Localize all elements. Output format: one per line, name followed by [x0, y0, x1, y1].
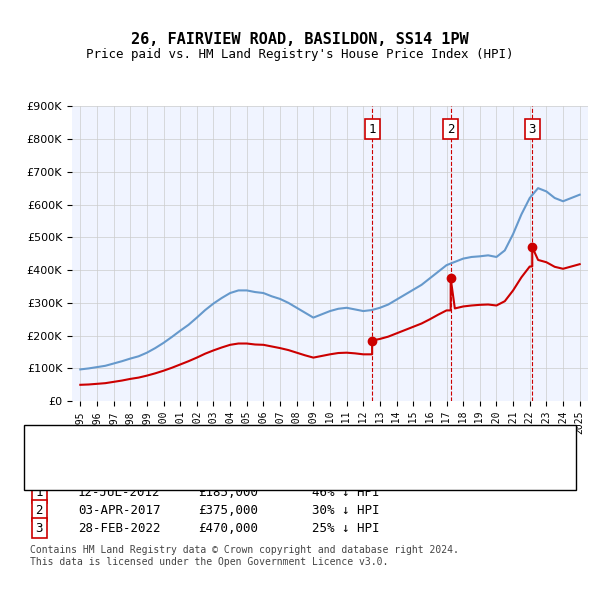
Text: 2: 2: [447, 123, 454, 136]
Text: 1: 1: [35, 486, 43, 499]
Text: 3: 3: [35, 522, 43, 535]
Text: £470,000: £470,000: [198, 522, 258, 535]
Text: 3: 3: [529, 123, 536, 136]
Text: 28-FEB-2022: 28-FEB-2022: [78, 522, 161, 535]
Text: ─────: ─────: [48, 434, 90, 448]
Text: 1: 1: [368, 123, 376, 136]
Text: 25% ↓ HPI: 25% ↓ HPI: [312, 522, 380, 535]
Text: 30% ↓ HPI: 30% ↓ HPI: [312, 504, 380, 517]
Text: 2: 2: [35, 504, 43, 517]
Text: Contains HM Land Registry data © Crown copyright and database right 2024.: Contains HM Land Registry data © Crown c…: [30, 545, 459, 555]
Text: This data is licensed under the Open Government Licence v3.0.: This data is licensed under the Open Gov…: [30, 557, 388, 566]
Text: 46% ↓ HPI: 46% ↓ HPI: [312, 486, 380, 499]
Text: £375,000: £375,000: [198, 504, 258, 517]
Text: ─────: ─────: [48, 450, 90, 464]
Text: 12-JUL-2012: 12-JUL-2012: [78, 486, 161, 499]
Text: £185,000: £185,000: [198, 486, 258, 499]
Text: 26, FAIRVIEW ROAD, BASILDON, SS14 1PW (detached house): 26, FAIRVIEW ROAD, BASILDON, SS14 1PW (d…: [102, 437, 467, 446]
Text: Price paid vs. HM Land Registry's House Price Index (HPI): Price paid vs. HM Land Registry's House …: [86, 48, 514, 61]
Text: HPI: Average price, detached house, Basildon: HPI: Average price, detached house, Basi…: [102, 453, 399, 462]
Text: 03-APR-2017: 03-APR-2017: [78, 504, 161, 517]
Text: 26, FAIRVIEW ROAD, BASILDON, SS14 1PW: 26, FAIRVIEW ROAD, BASILDON, SS14 1PW: [131, 32, 469, 47]
